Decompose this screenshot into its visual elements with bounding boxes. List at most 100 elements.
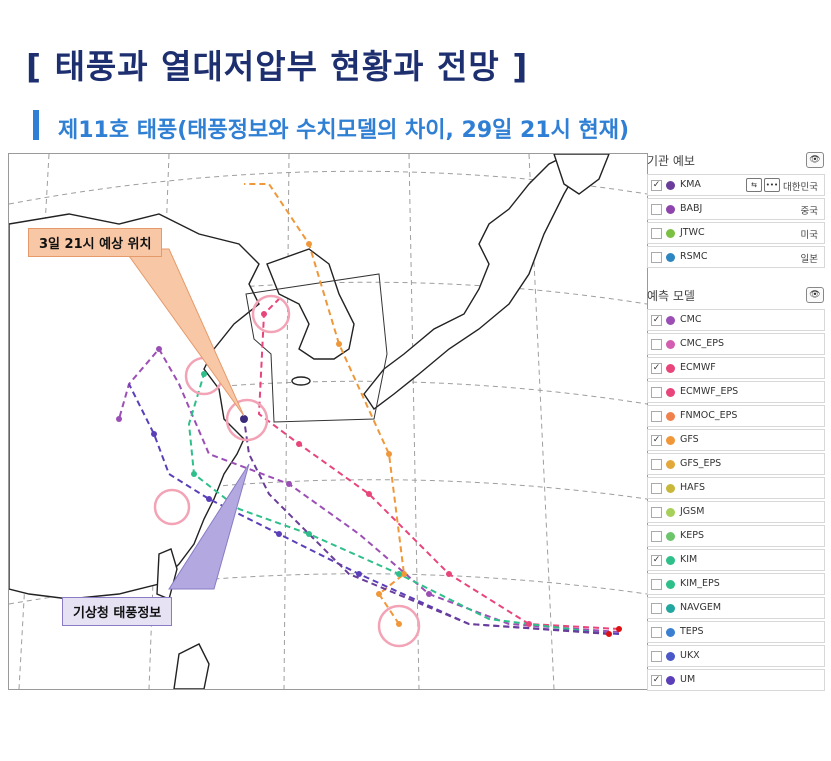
model-name: CMC_EPS (680, 338, 724, 349)
model-row-cmc[interactable]: ✓ CMC (647, 309, 825, 331)
model-color-dot-icon (666, 652, 675, 661)
model-name: ECMWF (680, 362, 716, 373)
model-checkbox[interactable] (651, 483, 662, 494)
agencies-title: 기관 예보 (647, 154, 695, 168)
model-row-ecmwf[interactable]: ✓ ECMWF (647, 357, 825, 379)
model-color-dot-icon (666, 676, 675, 685)
model-checkbox[interactable] (651, 627, 662, 638)
callout-pointer-kma (168, 463, 250, 590)
agency-row-babj[interactable]: BABJ 중국 (647, 198, 825, 220)
subtitle-accent-bar (33, 110, 39, 140)
kma-info-callout: 기상청 태풍정보 (62, 597, 173, 626)
track-kim (187, 373, 610, 635)
model-color-dot-icon (666, 436, 675, 445)
model-checkbox[interactable]: ✓ (651, 435, 662, 446)
model-row-cmc_eps[interactable]: CMC_EPS (647, 333, 825, 355)
model-name: UKX (680, 650, 700, 661)
models-title: 예측 모델 (647, 289, 695, 303)
page-subtitle: 제11호 태풍(태풍정보와 수치모델의 차이, 29일 21시 현재) (58, 118, 630, 143)
model-color-dot-icon (666, 580, 675, 589)
agency-color-dot-icon (666, 253, 675, 262)
model-checkbox[interactable] (651, 531, 662, 542)
model-row-gfs[interactable]: ✓ GFS (647, 429, 825, 451)
model-color-dot-icon (666, 628, 675, 637)
page-title: [ 태풍과 열대저압부 현황과 전망 ] (26, 47, 529, 86)
agency-name: JTWC (680, 227, 705, 238)
agency-row-rsmc[interactable]: RSMC 일본 (647, 246, 825, 268)
model-color-dot-icon (666, 316, 675, 325)
model-name: UM (680, 674, 696, 685)
model-checkbox[interactable]: ✓ (651, 315, 662, 326)
model-color-dot-icon (666, 556, 675, 565)
model-checkbox[interactable] (651, 579, 662, 590)
model-name: ECMWF_EPS (680, 386, 739, 397)
model-color-dot-icon (666, 532, 675, 541)
model-checkbox[interactable]: ✓ (651, 363, 662, 374)
model-name: KEPS (680, 530, 704, 541)
agency-checkbox[interactable] (651, 252, 662, 263)
model-color-dot-icon (666, 484, 675, 493)
model-checkbox[interactable]: ✓ (651, 675, 662, 686)
model-row-navgem[interactable]: NAVGEM (647, 597, 825, 619)
model-row-ukx[interactable]: UKX (647, 645, 825, 667)
agency-color-dot-icon (666, 181, 675, 190)
model-name: KIM (680, 554, 698, 565)
agency-country: 중국 (800, 206, 818, 217)
agency-country: 미국 (800, 230, 818, 241)
kma-more-icon[interactable]: ••• (764, 178, 780, 192)
model-name: FNMOC_EPS (680, 410, 738, 421)
model-color-dot-icon (666, 340, 675, 349)
agency-row-kma[interactable]: ✓ KMA 대한민국 ⇆ ••• (647, 174, 825, 196)
model-row-gfs_eps[interactable]: GFS_EPS (647, 453, 825, 475)
agency-checkbox[interactable]: ✓ (651, 180, 662, 191)
kma-compare-icon[interactable]: ⇆ (746, 178, 762, 192)
model-color-dot-icon (666, 508, 675, 517)
model-checkbox[interactable] (651, 339, 662, 350)
model-name: NAVGEM (680, 602, 722, 613)
model-color-dot-icon (666, 604, 675, 613)
model-color-dot-icon (666, 460, 675, 469)
model-row-jgsm[interactable]: JGSM (647, 501, 825, 523)
model-checkbox[interactable]: ✓ (651, 555, 662, 566)
model-row-hafs[interactable]: HAFS (647, 477, 825, 499)
agency-name: RSMC (680, 251, 708, 262)
model-row-keps[interactable]: KEPS (647, 525, 825, 547)
model-name: JGSM (680, 506, 705, 517)
model-row-kim_eps[interactable]: KIM_EPS (647, 573, 825, 595)
model-row-kim[interactable]: ✓ KIM (647, 549, 825, 571)
agency-country: 대한민국 (783, 182, 818, 193)
model-checkbox[interactable] (651, 651, 662, 662)
agency-checkbox[interactable] (651, 204, 662, 215)
agencies-section-header: 기관 예보 👁 (645, 152, 828, 170)
agency-color-dot-icon (666, 205, 675, 214)
agency-country: 일본 (800, 254, 818, 265)
agency-name: BABJ (680, 203, 703, 214)
models-section-header: 예측 모델 👁 (645, 287, 828, 305)
agency-color-dot-icon (666, 229, 675, 238)
model-row-ecmwf_eps[interactable]: ECMWF_EPS (647, 381, 825, 403)
model-name: HAFS (680, 482, 705, 493)
model-color-dot-icon (666, 388, 675, 397)
agency-row-jtwc[interactable]: JTWC 미국 (647, 222, 825, 244)
model-name: CMC (680, 314, 702, 325)
model-checkbox[interactable] (651, 411, 662, 422)
model-checkbox[interactable] (651, 387, 662, 398)
layer-panel: 기관 예보 👁 ✓ KMA 대한민국 ⇆ ••• BABJ 중국 JTWC 미국 RSMC 일본 예… (645, 152, 828, 692)
models-visibility-eye-icon[interactable]: 👁 (806, 287, 824, 303)
model-color-dot-icon (666, 364, 675, 373)
track-kma (243, 418, 610, 635)
forecast-position-callout: 3일 21시 예상 위치 (28, 228, 163, 257)
model-checkbox[interactable] (651, 507, 662, 518)
model-name: KIM_EPS (680, 578, 720, 589)
track-gfs (244, 183, 406, 625)
model-checkbox[interactable] (651, 459, 662, 470)
model-row-fnmoc_eps[interactable]: FNMOC_EPS (647, 405, 825, 427)
track-points (116, 241, 622, 637)
model-checkbox[interactable] (651, 603, 662, 614)
model-row-teps[interactable]: TEPS (647, 621, 825, 643)
agencies-visibility-eye-icon[interactable]: 👁 (806, 152, 824, 168)
model-row-um[interactable]: ✓ UM (647, 669, 825, 691)
agency-name: KMA (680, 179, 701, 190)
model-name: GFS_EPS (680, 458, 722, 469)
agency-checkbox[interactable] (651, 228, 662, 239)
